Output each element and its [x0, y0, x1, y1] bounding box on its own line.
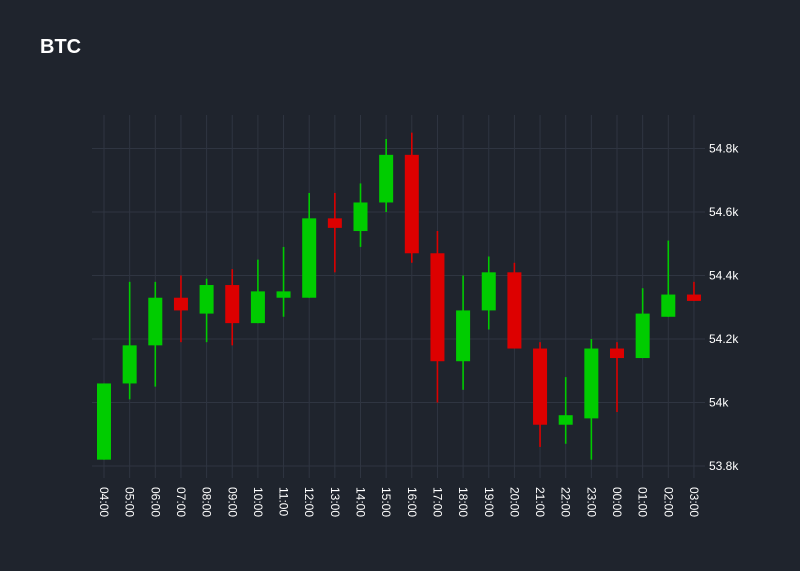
- y-tick-label: 54.6k: [709, 205, 739, 219]
- x-tick-label: 23:00: [584, 487, 598, 517]
- y-tick-label: 54.2k: [709, 332, 739, 346]
- candle-body-down: [430, 253, 445, 362]
- x-tick-label: 18:00: [456, 487, 470, 517]
- candle-body-down: [327, 218, 342, 228]
- x-tick-label: 16:00: [405, 487, 419, 517]
- candle-body-down: [404, 154, 419, 254]
- candle-body-down: [610, 348, 624, 359]
- y-tick-label: 54.4k: [709, 269, 739, 283]
- candle-body-up: [456, 310, 471, 362]
- x-tick-label: 06:00: [148, 487, 162, 517]
- candle-body-up: [250, 291, 265, 324]
- candle-body-up: [148, 297, 163, 346]
- grid-layer: [92, 115, 705, 478]
- x-tick-label: 04:00: [97, 487, 111, 517]
- candle-body-down: [686, 294, 701, 301]
- candle-body-up: [558, 415, 573, 425]
- candle-body-up: [276, 291, 291, 298]
- candle-body-up: [584, 348, 599, 419]
- x-tick-label: 08:00: [200, 487, 214, 517]
- y-tick-label: 53.8k: [709, 459, 739, 473]
- candle-body-up: [302, 218, 317, 298]
- x-tick-label: 03:00: [687, 487, 701, 517]
- x-tick-label: 07:00: [174, 487, 188, 517]
- candle-body-up: [122, 345, 137, 384]
- candles-layer: [97, 132, 701, 460]
- candle-body-up: [481, 272, 496, 311]
- candle-body-down: [225, 285, 240, 324]
- x-tick-label: 17:00: [430, 487, 444, 517]
- y-tick-label: 54.8k: [709, 142, 739, 156]
- candle-body-down: [507, 272, 522, 349]
- candle-body-up: [379, 154, 394, 203]
- x-tick-label: 15:00: [379, 487, 393, 517]
- chart-title: BTC: [40, 36, 82, 58]
- x-tick-label: 14:00: [354, 487, 368, 517]
- candle-body-up: [661, 294, 676, 317]
- x-tick-label: 01:00: [636, 487, 650, 517]
- x-tick-label: 05:00: [123, 487, 137, 517]
- x-tick-label: 10:00: [251, 487, 265, 517]
- x-tick-label: 22:00: [559, 487, 573, 517]
- x-tick-label: 02:00: [661, 487, 675, 517]
- x-tick-label: 12:00: [302, 487, 316, 517]
- x-tick-label: 13:00: [328, 487, 342, 517]
- candle-body-up: [199, 285, 214, 314]
- candle-body-up: [353, 202, 368, 232]
- candle-body-down: [533, 348, 548, 425]
- x-tick-label: 00:00: [610, 487, 624, 517]
- x-tick-label: 19:00: [482, 487, 496, 517]
- y-tick-label: 54k: [709, 396, 729, 410]
- y-axis: 53.8k 54k 54.2k 54.4k 54.6k 54.8k: [709, 142, 739, 474]
- x-tick-label: 09:00: [225, 487, 239, 517]
- x-axis: 04:00 05:00 06:00 07:00 08:00 09:00 10:00 11:00…: [97, 487, 701, 517]
- x-tick-label: 11:00: [277, 487, 291, 516]
- candle-body-up: [635, 313, 650, 359]
- x-tick-label: 21:00: [533, 487, 547, 517]
- candle-body-down: [173, 297, 188, 311]
- x-tick-label: 20:00: [507, 487, 521, 517]
- candle-body-up: [97, 383, 111, 460]
